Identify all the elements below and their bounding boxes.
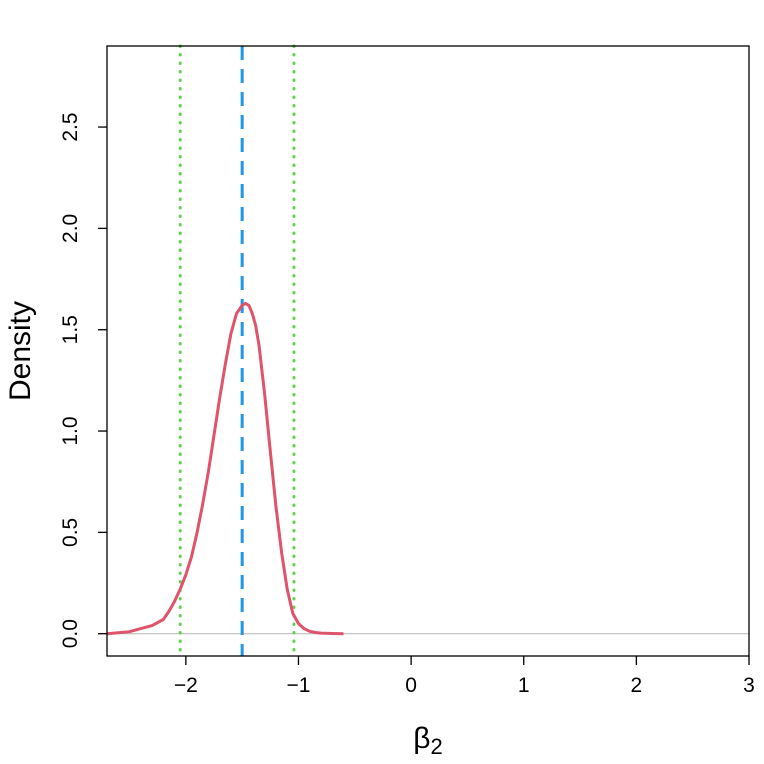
x-axis-title-subscript: 2: [431, 734, 443, 759]
plot-layer: [106, 44, 749, 658]
x-axis: −2 −1 0 1 2 3: [174, 656, 755, 697]
y-tick-label: 0.5: [59, 518, 82, 547]
x-tick-label: 3: [743, 674, 755, 697]
x-tick-label: −2: [174, 674, 198, 697]
x-axis-title: β2: [413, 722, 443, 759]
y-axis: 0.0 0.5 1.0 1.5 2.0 2.5: [59, 112, 107, 648]
y-tick-label: 1.5: [59, 315, 82, 344]
x-tick-label: 2: [631, 674, 643, 697]
x-tick-label: 0: [405, 674, 417, 697]
plot-frame: [106, 45, 750, 657]
y-tick-label: 0.0: [59, 619, 82, 648]
x-tick-label: 1: [518, 674, 530, 697]
y-axis-title: Density: [4, 301, 37, 401]
y-tick-label: 2.5: [59, 112, 82, 141]
x-tick-label: −1: [286, 674, 310, 697]
x-axis-title-symbol: β: [413, 722, 430, 755]
density-curve: [106, 301, 344, 636]
y-tick-label: 1.0: [59, 416, 82, 445]
y-tick-label: 2.0: [59, 214, 82, 243]
